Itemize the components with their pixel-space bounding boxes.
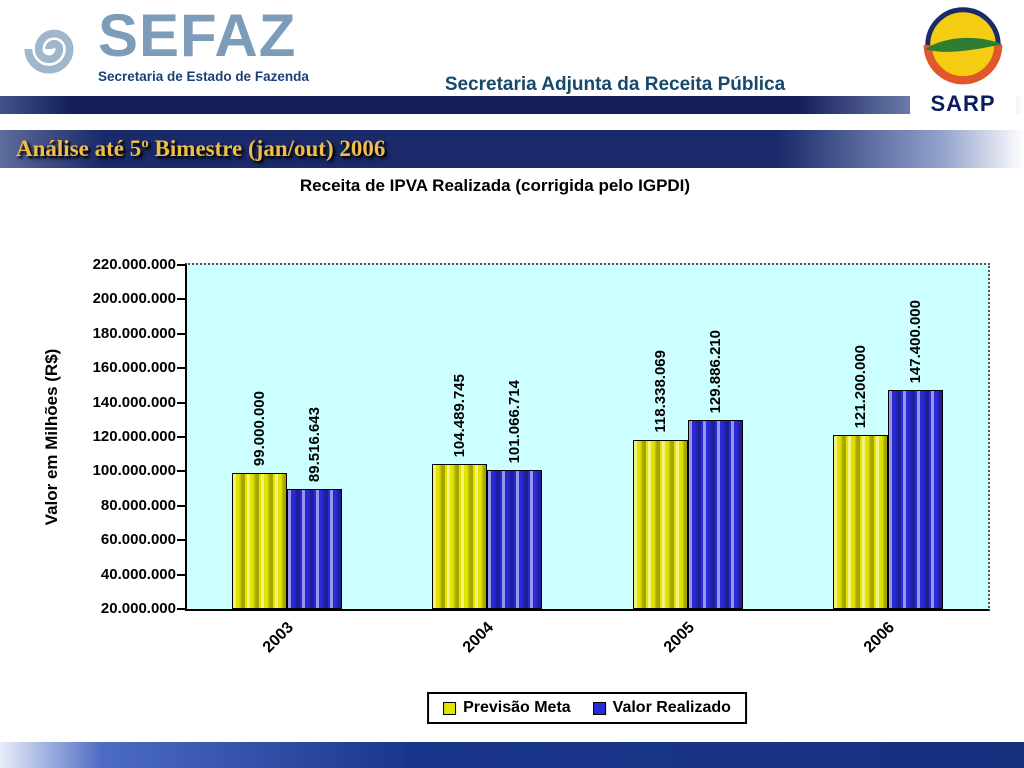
legend-swatch <box>592 701 606 715</box>
y-axis-tick-label: 40.000.000 <box>100 565 176 583</box>
bar-value-label: 104.489.745 <box>450 373 468 457</box>
sarp-label: SARP <box>930 91 996 116</box>
bar-value-label: 89.516.643 <box>305 406 323 482</box>
y-axis-tick-label: 80.000.000 <box>100 496 176 514</box>
legend-swatch <box>443 701 457 715</box>
y-axis-tick <box>177 401 185 404</box>
y-axis-tick <box>177 470 185 473</box>
y-axis-tick-label: 140.000.000 <box>92 393 176 411</box>
bar <box>487 470 542 609</box>
sefaz-logo: SEFAZ Secretaria de Estado de Fazenda <box>6 6 309 92</box>
y-axis-tick-label: 100.000.000 <box>92 462 176 480</box>
sarp-logo: SARP <box>910 4 1016 122</box>
y-axis-tick <box>177 608 185 610</box>
y-axis-tick-label: 60.000.000 <box>100 531 176 549</box>
y-axis-tick-label: 200.000.000 <box>92 290 176 308</box>
x-axis-label: 2003 <box>259 619 298 657</box>
bar-value-label: 118.338.069 <box>651 350 669 433</box>
bar <box>432 464 487 609</box>
bar-value-label: 129.886.210 <box>706 329 724 413</box>
org-name: SEFAZ <box>98 2 297 69</box>
org-subtitle: Secretaria de Estado de Fazenda <box>98 69 309 84</box>
header-band <box>0 96 1024 114</box>
y-axis-tick <box>177 332 185 335</box>
y-axis-tick <box>177 298 185 301</box>
y-axis-tick-label: 160.000.000 <box>92 359 176 377</box>
bar <box>888 390 943 609</box>
bar <box>833 435 888 609</box>
sefaz-spiral-icon <box>24 29 74 74</box>
y-axis-tick-label: 180.000.000 <box>92 324 176 342</box>
legend-item: Previsão Meta <box>443 699 571 717</box>
title-band: Análise até 5º Bimestre (jan/out) 2006 <box>0 130 1024 168</box>
plot-area: 99.000.000 89.516.643 104.489.745 101.066.7… <box>185 263 990 611</box>
legend: Previsão Meta Valor Realizado <box>427 692 747 724</box>
bar-value-label: 99.000.000 <box>250 390 268 466</box>
bar <box>633 440 688 609</box>
bar <box>232 473 287 609</box>
y-axis-tick-label: 120.000.000 <box>92 428 176 445</box>
y-axis-tick <box>177 367 185 370</box>
x-axis-label: 2006 <box>860 619 898 657</box>
y-axis-tick <box>177 264 185 266</box>
legend-item: Valor Realizado <box>592 699 731 717</box>
bar-value-label: 147.400.000 <box>906 299 924 383</box>
chart-title: Receita de IPVA Realizada (corrigida pel… <box>299 176 691 195</box>
sefaz-wordmark: SEFAZ Secretaria de Estado de Fazenda <box>98 2 309 85</box>
y-axis-tick <box>177 436 185 438</box>
footer-band <box>0 742 1024 768</box>
slide-title: Análise até 5º Bimestre (jan/out) 2006 <box>16 136 386 161</box>
legend-label: Previsão Meta <box>463 699 571 716</box>
bar <box>287 489 342 609</box>
bar <box>688 420 743 609</box>
y-axis-tick <box>177 573 185 576</box>
department-title: Secretaria Adjunta da Receita Pública <box>444 74 786 95</box>
legend-label: Valor Realizado <box>612 699 731 716</box>
sarp-emblem-icon <box>923 7 1003 85</box>
y-axis-tick-label: 220.000.000 <box>92 256 176 273</box>
bar-value-label: 121.200.000 <box>851 344 869 428</box>
bar-value-label: 101.066.714 <box>505 379 523 463</box>
y-axis-tick-label: 20.000.000 <box>100 600 176 617</box>
x-axis-label: 2004 <box>460 619 498 657</box>
x-axis-label: 2005 <box>660 619 698 657</box>
y-axis-tick <box>177 504 185 507</box>
y-axis-tick <box>177 539 185 542</box>
